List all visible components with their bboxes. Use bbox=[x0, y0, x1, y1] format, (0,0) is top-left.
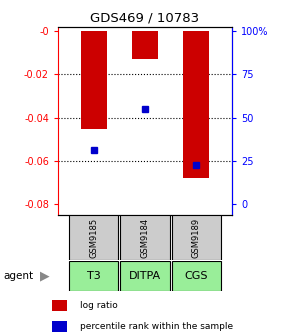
Bar bbox=[52, 300, 67, 311]
Bar bbox=[183, 31, 209, 178]
FancyBboxPatch shape bbox=[69, 215, 118, 260]
Text: GSM9185: GSM9185 bbox=[89, 218, 98, 258]
Bar bbox=[81, 31, 107, 129]
FancyBboxPatch shape bbox=[120, 261, 170, 291]
Text: percentile rank within the sample: percentile rank within the sample bbox=[80, 322, 233, 331]
FancyBboxPatch shape bbox=[172, 215, 221, 260]
FancyBboxPatch shape bbox=[120, 215, 170, 260]
Text: GSM9184: GSM9184 bbox=[140, 218, 150, 258]
Text: agent: agent bbox=[3, 271, 33, 281]
FancyBboxPatch shape bbox=[172, 261, 221, 291]
Text: T3: T3 bbox=[87, 271, 101, 281]
Bar bbox=[132, 31, 158, 59]
Text: GSM9189: GSM9189 bbox=[192, 218, 201, 258]
FancyBboxPatch shape bbox=[69, 261, 118, 291]
Text: CGS: CGS bbox=[184, 271, 208, 281]
Text: ▶: ▶ bbox=[40, 270, 50, 283]
Text: GDS469 / 10783: GDS469 / 10783 bbox=[90, 12, 200, 25]
Bar bbox=[52, 321, 67, 332]
Text: log ratio: log ratio bbox=[80, 301, 118, 310]
Text: DITPA: DITPA bbox=[129, 271, 161, 281]
